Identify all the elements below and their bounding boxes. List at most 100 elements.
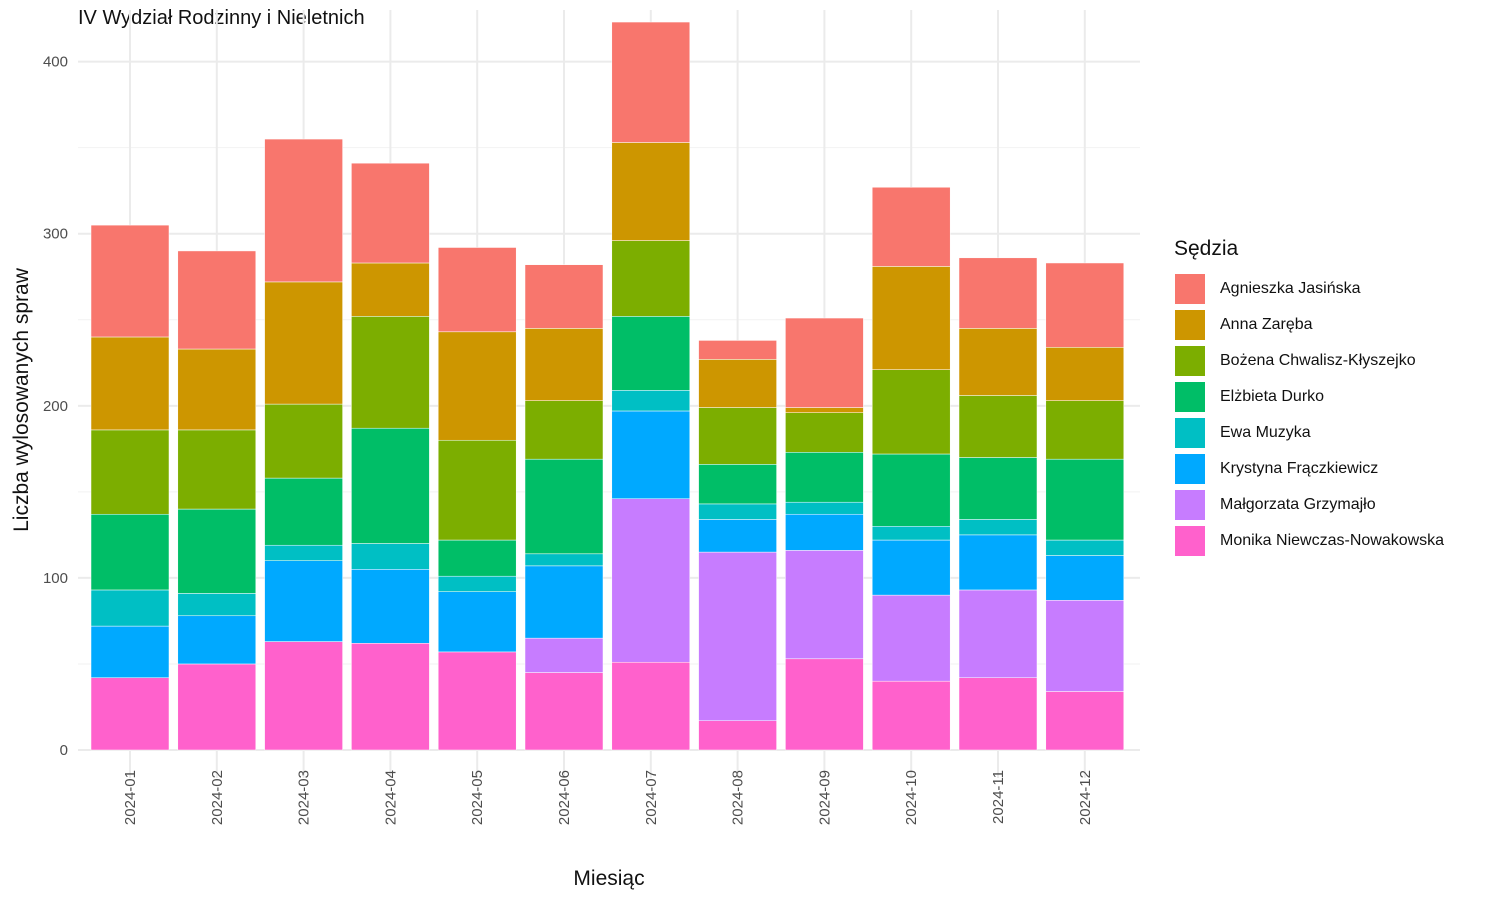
bar-segment	[785, 513, 864, 551]
legend-item: Agnieszka Jasińska	[1174, 271, 1444, 307]
x-tick-label: 2024-07	[643, 770, 660, 825]
bar-segment	[698, 551, 777, 721]
bar-segment	[264, 138, 343, 283]
legend-item: Elżbieta Durko	[1174, 379, 1444, 415]
bar-segment	[524, 264, 604, 329]
bar-segment	[611, 410, 691, 499]
bar-segment	[958, 519, 1038, 536]
legend-item: Anna Zaręba	[1174, 307, 1444, 343]
x-tick-label: 2024-06	[556, 770, 573, 825]
bar-segment	[871, 594, 951, 682]
legend-label: Bożena Chwalisz-Kłyszejko	[1220, 352, 1416, 369]
bar-segment	[958, 677, 1038, 751]
bar-segment	[437, 439, 517, 541]
bar-segment	[958, 589, 1038, 678]
bar-segment	[437, 575, 517, 592]
x-tick-label: 2024-03	[296, 770, 313, 825]
legend-swatch	[1174, 525, 1206, 557]
bar-segment	[264, 544, 343, 561]
bar-segment	[351, 569, 430, 644]
bar-segment	[177, 508, 257, 594]
x-tick-label: 2024-04	[382, 770, 399, 825]
y-tick-labels: 0 100 200 300 400	[43, 54, 68, 759]
bar-segment	[698, 720, 777, 751]
bar-segment	[611, 316, 691, 391]
bar-segment	[611, 390, 691, 412]
bar-segment	[90, 589, 170, 627]
x-tick-label: 2024-11	[990, 770, 1007, 824]
bar-segment	[698, 407, 777, 465]
bar-segment	[177, 250, 257, 350]
x-tick-label: 2024-12	[1077, 770, 1094, 825]
x-tick-label: 2024-09	[816, 770, 833, 825]
bar-segment	[524, 458, 604, 555]
bar-segment	[698, 503, 777, 520]
bars	[90, 21, 1125, 751]
bar-segment	[264, 281, 343, 405]
y-tick-label: 400	[43, 54, 68, 71]
bar-segment	[958, 457, 1038, 520]
bar-segment	[785, 317, 864, 408]
legend-items: Agnieszka Jasińska Anna Zaręba Bożena Chwa…	[1174, 271, 1444, 559]
legend-title: Sędzia	[1174, 237, 1239, 260]
x-tick-label: 2024-08	[730, 770, 747, 825]
legend-item: Monika Niewczas-Nowakowska	[1174, 523, 1444, 559]
bar-segment	[611, 21, 691, 143]
legend-swatch	[1174, 309, 1206, 341]
bar-segment	[1045, 400, 1125, 460]
bar-segment	[351, 543, 430, 570]
legend-item: Małgorzata Grzymajło	[1174, 487, 1444, 523]
bar-segment	[351, 643, 430, 751]
bar-segment	[698, 464, 777, 505]
bar-segment	[1045, 262, 1125, 348]
y-axis-title: Liczba wylosowanych spraw	[10, 267, 33, 532]
bar-segment	[871, 453, 951, 527]
bar-segment	[351, 427, 430, 544]
bar-segment	[871, 266, 951, 370]
bar-segment	[90, 513, 170, 591]
legend-label: Monika Niewczas-Nowakowska	[1220, 532, 1445, 549]
bar-segment	[1045, 555, 1125, 601]
bar-segment	[264, 560, 343, 642]
bar-segment	[958, 328, 1038, 396]
x-tick-label: 2024-01	[122, 770, 139, 825]
legend-item: Ewa Muzyka	[1174, 415, 1444, 451]
bar-segment	[524, 400, 604, 460]
bar-segment	[785, 452, 864, 503]
bar-segment	[264, 403, 343, 479]
legend-swatch	[1174, 273, 1206, 305]
bar-segment	[437, 247, 517, 333]
bar-segment	[437, 591, 517, 653]
bar-segment	[264, 641, 343, 751]
bar-segment	[785, 658, 864, 751]
bar-segment	[698, 340, 777, 360]
legend-label: Elżbieta Durko	[1220, 388, 1325, 405]
bar-segment	[871, 526, 951, 541]
bar-segment	[177, 663, 257, 751]
bar-segment	[611, 142, 691, 241]
legend-swatch	[1174, 453, 1206, 485]
bar-segment	[264, 477, 343, 546]
legend-label: Krystyna Frączkiewicz	[1220, 460, 1379, 477]
bar-segment	[785, 550, 864, 660]
legend-label: Anna Zaręba	[1220, 316, 1313, 333]
bar-segment	[785, 412, 864, 453]
bar-segment	[524, 637, 604, 673]
y-tick-label: 100	[43, 570, 68, 587]
bar-segment	[437, 331, 517, 441]
legend-swatch	[1174, 489, 1206, 521]
bar-segment	[611, 240, 691, 317]
bar-segment	[90, 677, 170, 751]
bar-segment	[1045, 347, 1125, 401]
legend-label: Małgorzata Grzymajło	[1220, 496, 1376, 513]
bar-segment	[958, 257, 1038, 329]
bar-segment	[90, 336, 170, 431]
legend-swatch	[1174, 381, 1206, 413]
bar-segment	[871, 680, 951, 751]
legend-swatch	[1174, 417, 1206, 449]
x-tick-label: 2024-02	[209, 770, 226, 825]
bar-segment	[871, 369, 951, 455]
bar-segment	[1045, 539, 1125, 556]
bar-segment	[437, 539, 517, 577]
